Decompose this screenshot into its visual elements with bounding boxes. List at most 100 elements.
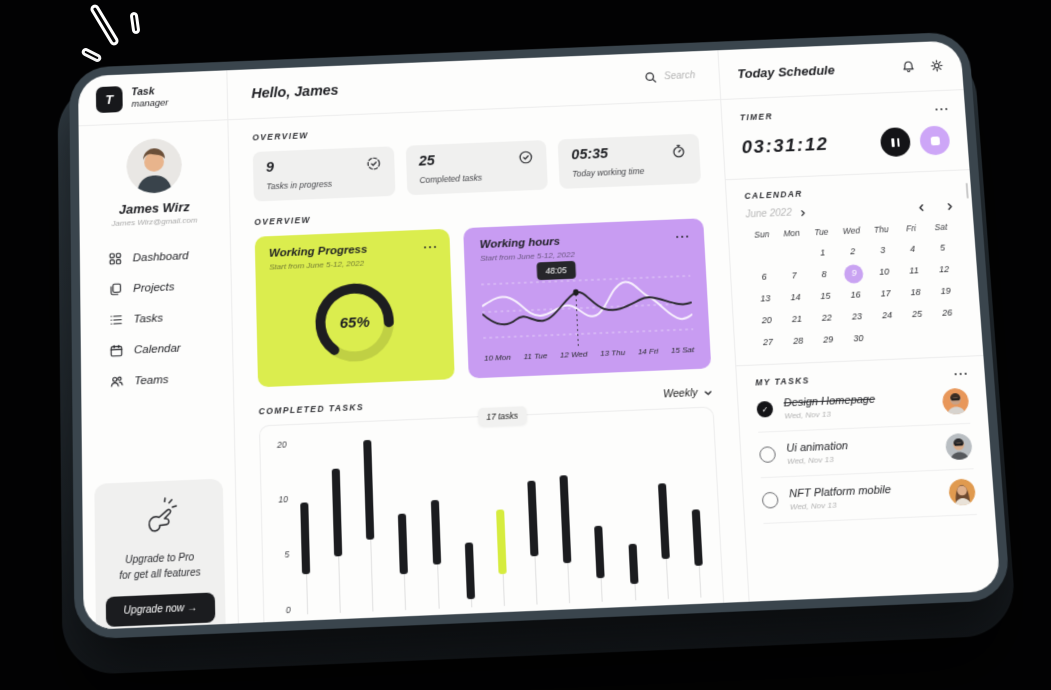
completed-tasks-bar-chart: 20 10 5 0 17 tasks [259, 406, 725, 630]
task-row: Ui animation Wed, Nov 13 [758, 424, 973, 478]
users-icon [109, 374, 124, 390]
calendar-day[interactable]: 6 [749, 267, 780, 287]
bar [560, 475, 572, 563]
calendar-day[interactable]: 23 [841, 307, 872, 327]
calendar-day[interactable]: 30 [843, 329, 874, 349]
highlight-cards: Working Progress Start from June 5-12, 2… [255, 218, 712, 387]
calendar-day[interactable]: 12 [928, 260, 959, 280]
more-icon[interactable] [423, 243, 436, 252]
bar-slot [558, 428, 576, 604]
calendar-day[interactable]: 8 [809, 265, 840, 285]
sidebar-item-tasks[interactable]: Tasks [80, 300, 231, 337]
calendar-day[interactable]: 13 [750, 289, 781, 309]
my-tasks-section: MY TASKS ✓ Design Homepage Wed, Nov 13 Ui a… [736, 356, 995, 525]
calendar-day[interactable]: 5 [927, 238, 958, 258]
chevron-right-icon [799, 209, 807, 217]
timer-section: TIMER 03:31:12 [721, 90, 969, 180]
search-input[interactable]: Search [644, 69, 695, 84]
calendar-day[interactable]: 18 [900, 283, 931, 303]
calendar-day[interactable]: 21 [781, 309, 812, 329]
task-title: NFT Platform mobile [789, 481, 938, 499]
calendar-day[interactable]: 10 [869, 262, 900, 282]
working-hours-title: Working hours [479, 236, 560, 251]
tablet-device: T Task manager James Wirz [69, 31, 1011, 639]
main-content: Hello, James Search OVERVIEW 9 Tasks in p… [227, 50, 748, 623]
weekly-filter-dropdown[interactable]: Weekly [663, 386, 713, 400]
calendar-day[interactable]: 22 [811, 308, 842, 328]
calendar-day[interactable]: 17 [870, 284, 901, 304]
list-icon [108, 312, 123, 327]
calendar-day[interactable]: 25 [901, 304, 932, 324]
calendar-day[interactable]: 1 [807, 243, 838, 263]
main-body: OVERVIEW 9 Tasks in progress 25 Completed t… [228, 100, 749, 630]
task-row: ✓ Design Homepage Wed, Nov 13 [756, 379, 971, 433]
doodle-stroke [130, 12, 141, 35]
task-list: ✓ Design Homepage Wed, Nov 13 Ui animation W… [756, 379, 977, 524]
next-month-button[interactable] [945, 202, 955, 211]
user-profile: James Wirz James Wirz@gmail.com [79, 120, 230, 229]
bar [363, 440, 374, 540]
x-axis-labels: 10 Mon 11 Tue 12 Wed 13 Thu 14 Fri 15 Sat [484, 345, 695, 363]
calendar-day[interactable]: 15 [810, 286, 841, 306]
calendar-day[interactable]: 2 [837, 242, 868, 262]
working-hours-line-chart: 48:05 [481, 260, 694, 352]
tablet-frame: T Task manager James Wirz [69, 31, 1011, 639]
calendar-day[interactable]: 16 [840, 285, 871, 305]
day-label: 11 Tue [523, 351, 547, 361]
calendar-day-selected[interactable]: 9 [839, 263, 870, 283]
bar [465, 543, 475, 600]
calendar-day[interactable]: 11 [898, 261, 929, 281]
day-label: 15 Sat [671, 345, 695, 355]
calendar-day[interactable]: 19 [930, 281, 961, 301]
working-progress-title: Working Progress [269, 244, 368, 260]
stop-button[interactable] [919, 125, 951, 155]
calendar-day[interactable]: 20 [751, 311, 782, 331]
copy-icon [108, 282, 123, 297]
calendar-day[interactable]: 14 [780, 288, 811, 308]
more-icon[interactable] [935, 105, 948, 114]
task-checkbox[interactable] [762, 492, 779, 509]
sidebar-item-label: Calendar [134, 342, 181, 356]
check-dashed-circle-icon [365, 156, 381, 172]
sidebar-item-teams[interactable]: Teams [81, 361, 233, 398]
calendar-day[interactable]: 29 [813, 330, 844, 350]
calendar-day[interactable]: 7 [779, 266, 810, 286]
task-date: Wed, Nov 13 [787, 450, 936, 465]
task-title: Design Homepage [783, 391, 931, 409]
bar-slot [396, 434, 412, 610]
bell-icon[interactable] [901, 59, 917, 74]
calendar-day[interactable]: 26 [931, 303, 962, 323]
task-checkbox[interactable]: ✓ [756, 401, 773, 418]
logo-title: Task [131, 86, 154, 98]
bar-slot [331, 437, 346, 613]
prev-month-button[interactable] [917, 203, 927, 212]
calendar-day[interactable]: 3 [867, 241, 898, 261]
gear-icon[interactable] [929, 58, 945, 73]
day-label: 10 Mon [484, 353, 511, 363]
more-icon[interactable] [954, 369, 967, 378]
sidebar-item-calendar[interactable]: Calendar [81, 331, 233, 368]
calendar-day[interactable]: 28 [783, 331, 814, 351]
pause-button[interactable] [880, 127, 912, 157]
progress-percent: 65% [309, 276, 402, 369]
calendar-day [777, 244, 808, 264]
timer-label: TIMER [740, 111, 773, 122]
completed-tasks-header: COMPLETED TASKS Weekly [258, 386, 712, 417]
month-selector[interactable]: June 2022 [745, 207, 807, 220]
y-tick: 0 [276, 605, 291, 616]
doodle-stroke [80, 47, 102, 64]
calendar-day[interactable]: 24 [871, 306, 902, 326]
y-tick: 10 [274, 494, 288, 505]
bars-area: 17 tasks [293, 422, 713, 615]
stopwatch-icon [670, 143, 687, 159]
task-date: Wed, Nov 13 [790, 496, 939, 511]
bar [595, 525, 606, 577]
more-icon[interactable] [676, 232, 689, 241]
upgrade-now-button[interactable]: Upgrade now → [106, 592, 216, 627]
calendar-day[interactable]: 4 [897, 239, 928, 259]
bar-slot: 17 tasks [493, 430, 510, 606]
logo-text: Task manager [131, 85, 168, 111]
calendar-day[interactable]: 27 [752, 332, 783, 352]
task-checkbox[interactable] [759, 446, 776, 463]
avatar [126, 138, 182, 195]
